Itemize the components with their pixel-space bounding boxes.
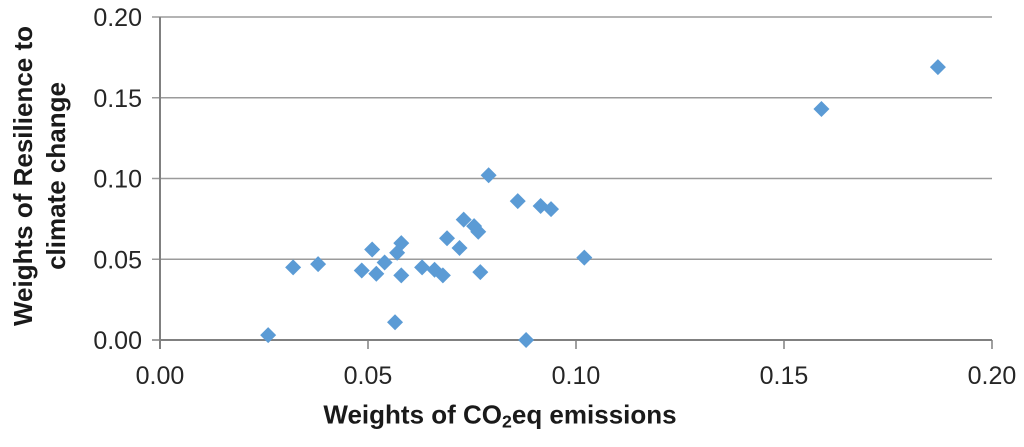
y-axis-title: Weights of Resilience to climate change [7,26,73,326]
data-point [576,249,593,266]
data-point [470,223,487,240]
y-axis-title-line1: Weights of Resilience to [8,25,38,327]
data-point [393,235,410,252]
x-axis-title: Weights of CO2eq emissions [323,399,676,432]
data-point [518,332,535,348]
y-tick-label: 0.05 [93,246,142,274]
data-point [543,201,560,218]
x-tick-label: 0.05 [344,362,393,390]
x-axis-title-subscript: 2 [502,411,512,432]
data-point [353,262,370,279]
y-tick-label: 0.00 [93,327,142,355]
x-tick-label: 0.10 [552,362,601,390]
x-axis-title-text: Weights of CO [323,399,503,430]
data-point [310,256,327,273]
data-point [285,259,302,276]
data-point [480,167,497,184]
y-tick-label: 0.20 [93,4,142,32]
data-point [472,264,489,281]
data-point [376,254,393,271]
data-point [509,193,526,210]
y-axis-title-line2: climate change [41,82,71,270]
x-tick-label: 0.15 [760,362,809,390]
data-point [439,230,456,247]
data-point [414,259,431,276]
data-point [260,327,277,344]
data-point [813,101,830,118]
y-tick-label: 0.10 [93,166,142,194]
data-point [455,211,472,228]
data-point [434,267,451,284]
x-tick-label: 0.20 [968,362,1017,390]
x-axis-title-text-2: eq emissions [511,399,677,430]
data-point [387,314,404,331]
data-point [451,239,468,256]
data-point [368,265,385,282]
y-tick-label: 0.15 [93,85,142,113]
data-point [364,241,381,258]
data-point [929,59,946,76]
x-tick-label: 0.00 [136,362,185,390]
data-point [393,267,410,284]
